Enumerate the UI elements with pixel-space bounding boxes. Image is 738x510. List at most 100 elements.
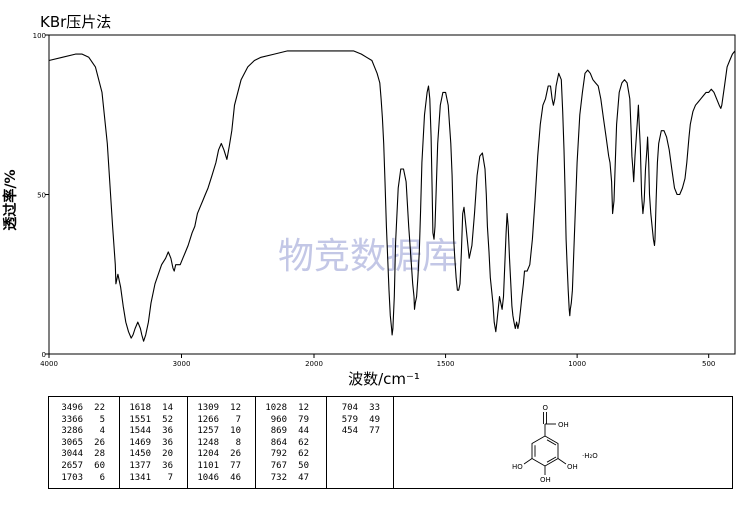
peak-transmittance: 46	[230, 472, 241, 483]
peak-row: 3286 4	[51, 426, 105, 438]
peak-transmittance: 36	[162, 460, 173, 471]
peak-wavenumber: 960	[270, 414, 287, 425]
peak-wavenumber: 792	[270, 449, 287, 460]
peak-transmittance: 12	[230, 403, 241, 413]
column-divider	[255, 397, 256, 488]
peak-row: 704 33	[326, 403, 380, 415]
peak-row: 1101 77	[187, 461, 241, 473]
peak-row: 1469 36	[119, 438, 173, 450]
hydrate-label: ·H₂O	[582, 452, 598, 460]
peak-wavenumber: 1046	[197, 472, 219, 483]
peak-wavenumber: 869	[270, 426, 287, 437]
peak-transmittance: 22	[94, 403, 105, 413]
watermark: 物竞数据库	[278, 236, 458, 277]
column-divider	[187, 397, 188, 488]
peak-wavenumber: 1469	[129, 437, 151, 448]
peak-wavenumber: 2657	[61, 460, 83, 471]
peak-wavenumber: 1377	[129, 460, 151, 471]
ho-left-label: HO	[512, 463, 523, 471]
peak-transmittance: 10	[230, 426, 241, 437]
chart-title: KBr压片法	[40, 13, 111, 31]
peak-transmittance: 79	[298, 414, 309, 425]
peak-wavenumber: 1544	[129, 426, 151, 437]
peak-wavenumber: 1618	[129, 403, 151, 413]
peak-row: 579 49	[326, 415, 380, 427]
peak-row: 767 50	[255, 461, 309, 473]
peak-transmittance: 14	[162, 403, 173, 413]
x-tick-label: 500	[702, 360, 715, 368]
oh-right-label: OH	[567, 463, 578, 471]
peak-transmittance: 28	[94, 449, 105, 460]
peak-row: 1046 46	[187, 473, 241, 485]
peak-row: 864 62	[255, 438, 309, 450]
x-tick-label: 3000	[173, 360, 191, 368]
column-divider	[119, 397, 120, 488]
peak-transmittance: 4	[99, 426, 105, 437]
peak-row: 3496 22	[51, 403, 105, 415]
y-tick-label: 100	[33, 32, 46, 40]
x-axis-label: 波数/cm⁻¹	[348, 370, 420, 388]
peak-row: 3366 5	[51, 415, 105, 427]
peak-row: 1028 12	[255, 403, 309, 415]
peak-table: 3496 22 3366 5 3286 4 3065 26 3044 28 2657 60 1703 6 1…	[48, 396, 733, 489]
peak-column: 1618 14 1551 52 1544 36 1469 36 1450 20 1377 36 1341…	[119, 403, 173, 484]
peak-row: 1544 36	[119, 426, 173, 438]
peak-wavenumber: 1266	[197, 414, 219, 425]
peak-transmittance: 47	[298, 472, 309, 483]
peak-row: 1266 7	[187, 415, 241, 427]
peak-wavenumber: 1204	[197, 449, 219, 460]
peak-wavenumber: 3065	[61, 437, 83, 448]
peak-row: 1248 8	[187, 438, 241, 450]
peak-row: 1618 14	[119, 403, 173, 415]
peak-row: 3065 26	[51, 438, 105, 450]
peak-wavenumber: 1101	[197, 460, 219, 471]
peak-row: 3044 28	[51, 449, 105, 461]
column-divider	[326, 397, 327, 488]
x-tick-label: 2000	[305, 360, 323, 368]
peak-transmittance: 33	[369, 403, 380, 413]
peak-wavenumber: 1028	[265, 403, 287, 413]
peak-wavenumber: 864	[270, 437, 287, 448]
peak-row: 1257 10	[187, 426, 241, 438]
peak-transmittance: 77	[369, 426, 380, 437]
y-tick-label: 50	[37, 192, 46, 200]
peak-row: 732 47	[255, 473, 309, 485]
peak-transmittance: 5	[99, 414, 105, 425]
x-tick-label: 1000	[568, 360, 586, 368]
peak-wavenumber: 1309	[197, 403, 219, 413]
peak-transmittance: 52	[162, 414, 173, 425]
peak-wavenumber: 3496	[61, 403, 83, 413]
peak-row: 1377 36	[119, 461, 173, 473]
peak-row: 1309 12	[187, 403, 241, 415]
peak-row: 960 79	[255, 415, 309, 427]
peak-transmittance: 26	[230, 449, 241, 460]
peak-transmittance: 26	[94, 437, 105, 448]
peak-row: 869 44	[255, 426, 309, 438]
y-tick-label: 0	[42, 351, 46, 359]
peak-wavenumber: 767	[270, 460, 287, 471]
carbonyl-o-label: O	[543, 404, 549, 412]
peak-wavenumber: 3366	[61, 414, 83, 425]
x-tick-label: 4000	[40, 360, 58, 368]
peak-transmittance: 7	[235, 414, 241, 425]
peak-row: 1341 7	[119, 473, 173, 485]
peak-transmittance: 20	[162, 449, 173, 460]
peak-wavenumber: 704	[341, 403, 358, 413]
ir-spectrum-chart: KBr压片法 0 50 100 4000 3000 2000 1500 1000 500 物竞…	[2, 13, 736, 388]
x-axis: 4000 3000 2000 1500 1000 500	[40, 354, 715, 368]
peak-transmittance: 36	[162, 437, 173, 448]
spectrum-line	[48, 50, 736, 342]
peak-wavenumber: 1341	[129, 472, 151, 483]
peak-transmittance: 77	[230, 460, 241, 471]
peak-wavenumber: 732	[270, 472, 287, 483]
y-axis: 0 50 100	[33, 32, 49, 359]
peak-column: 1309 12 1266 7 1257 10 1248 8 1204 26 1101 77 1046 46	[187, 403, 241, 484]
peak-column: 1028 12 960 79 869 44 864 62 792 62 767 50 732 47	[255, 403, 309, 484]
peak-wavenumber: 3286	[61, 426, 83, 437]
peak-transmittance: 62	[298, 449, 309, 460]
peak-transmittance: 50	[298, 460, 309, 471]
peak-row: 1450 20	[119, 449, 173, 461]
plot-frame	[48, 34, 736, 355]
peak-row: 1204 26	[187, 449, 241, 461]
peak-transmittance: 49	[369, 414, 380, 425]
